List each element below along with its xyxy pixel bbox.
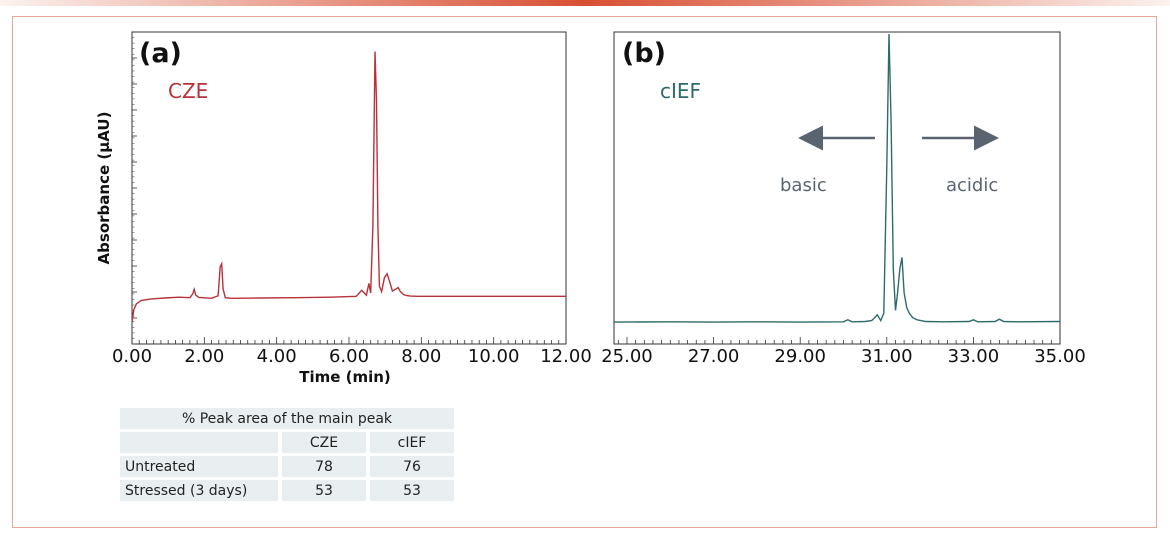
peak-area-table: % Peak area of the main peak CZE cIEF Un… bbox=[120, 405, 454, 504]
panel-a-method-label: CZE bbox=[168, 79, 208, 103]
x-tick-label: 29.00 bbox=[774, 346, 826, 367]
table-header-cze: CZE bbox=[282, 432, 366, 453]
x-tick-label: 6.00 bbox=[329, 346, 369, 367]
row-cze-value: 53 bbox=[282, 480, 366, 501]
panel-a-y-axis-ticks bbox=[132, 31, 137, 345]
row-cief-value: 53 bbox=[370, 480, 454, 501]
row-cief-value: 76 bbox=[370, 456, 454, 477]
table-caption: % Peak area of the main peak bbox=[120, 408, 454, 429]
y-axis-title: Absorbance (µAU) bbox=[95, 112, 113, 265]
x-tick-label: 27.00 bbox=[688, 346, 740, 367]
table-row: Stressed (3 days) 53 53 bbox=[120, 480, 454, 501]
table-row: Untreated 78 76 bbox=[120, 456, 454, 477]
table-caption-row: % Peak area of the main peak bbox=[120, 408, 454, 429]
x-tick-label: 31.00 bbox=[861, 346, 913, 367]
table-header-blank bbox=[120, 432, 278, 453]
x-tick-label: 25.00 bbox=[601, 346, 653, 367]
x-tick-label: 0.00 bbox=[112, 346, 152, 367]
table-header-row: CZE cIEF bbox=[120, 432, 454, 453]
row-cze-value: 78 bbox=[282, 456, 366, 477]
panel-b-plot-frame bbox=[613, 31, 1061, 345]
x-tick-label: 2.00 bbox=[184, 346, 224, 367]
x-tick-label: 35.00 bbox=[1034, 346, 1086, 367]
panel-a-letter: (a) bbox=[139, 38, 182, 69]
x-tick-label: 4.00 bbox=[257, 346, 297, 367]
acidic-label: acidic bbox=[946, 175, 998, 196]
x-tick-label: 12.00 bbox=[540, 346, 592, 367]
top-accent-bar bbox=[0, 0, 1170, 6]
panel-b-letter: (b) bbox=[622, 38, 666, 69]
row-label: Stressed (3 days) bbox=[120, 480, 278, 501]
x-axis-title: Time (min) bbox=[299, 368, 391, 386]
basic-label: basic bbox=[780, 175, 827, 196]
panel-a-cze-trace bbox=[131, 51, 566, 323]
panel-b-cief: 25.00 27.00 29.00 31.00 33.00 35.00 (b) cIEF … bbox=[601, 31, 1086, 367]
x-tick-label: 10.00 bbox=[468, 346, 520, 367]
panel-b-x-axis-ticks: 25.00 27.00 29.00 31.00 33.00 35.00 bbox=[601, 337, 1086, 367]
panel-a-x-axis-ticks: 0.00 2.00 4.00 6.00 8.00 10.00 12.00 bbox=[112, 337, 592, 367]
figure-frame bbox=[12, 16, 1157, 528]
x-tick-label: 33.00 bbox=[948, 346, 1000, 367]
x-tick-label: 8.00 bbox=[401, 346, 441, 367]
row-label: Untreated bbox=[120, 456, 278, 477]
panel-b-method-label: cIEF bbox=[660, 79, 701, 103]
panel-a-cze: 0.00 2.00 4.00 6.00 8.00 10.00 12.00 (a) CZE A… bbox=[95, 31, 592, 386]
panel-b-cief-trace bbox=[613, 33, 1061, 323]
table-header-cief: cIEF bbox=[370, 432, 454, 453]
